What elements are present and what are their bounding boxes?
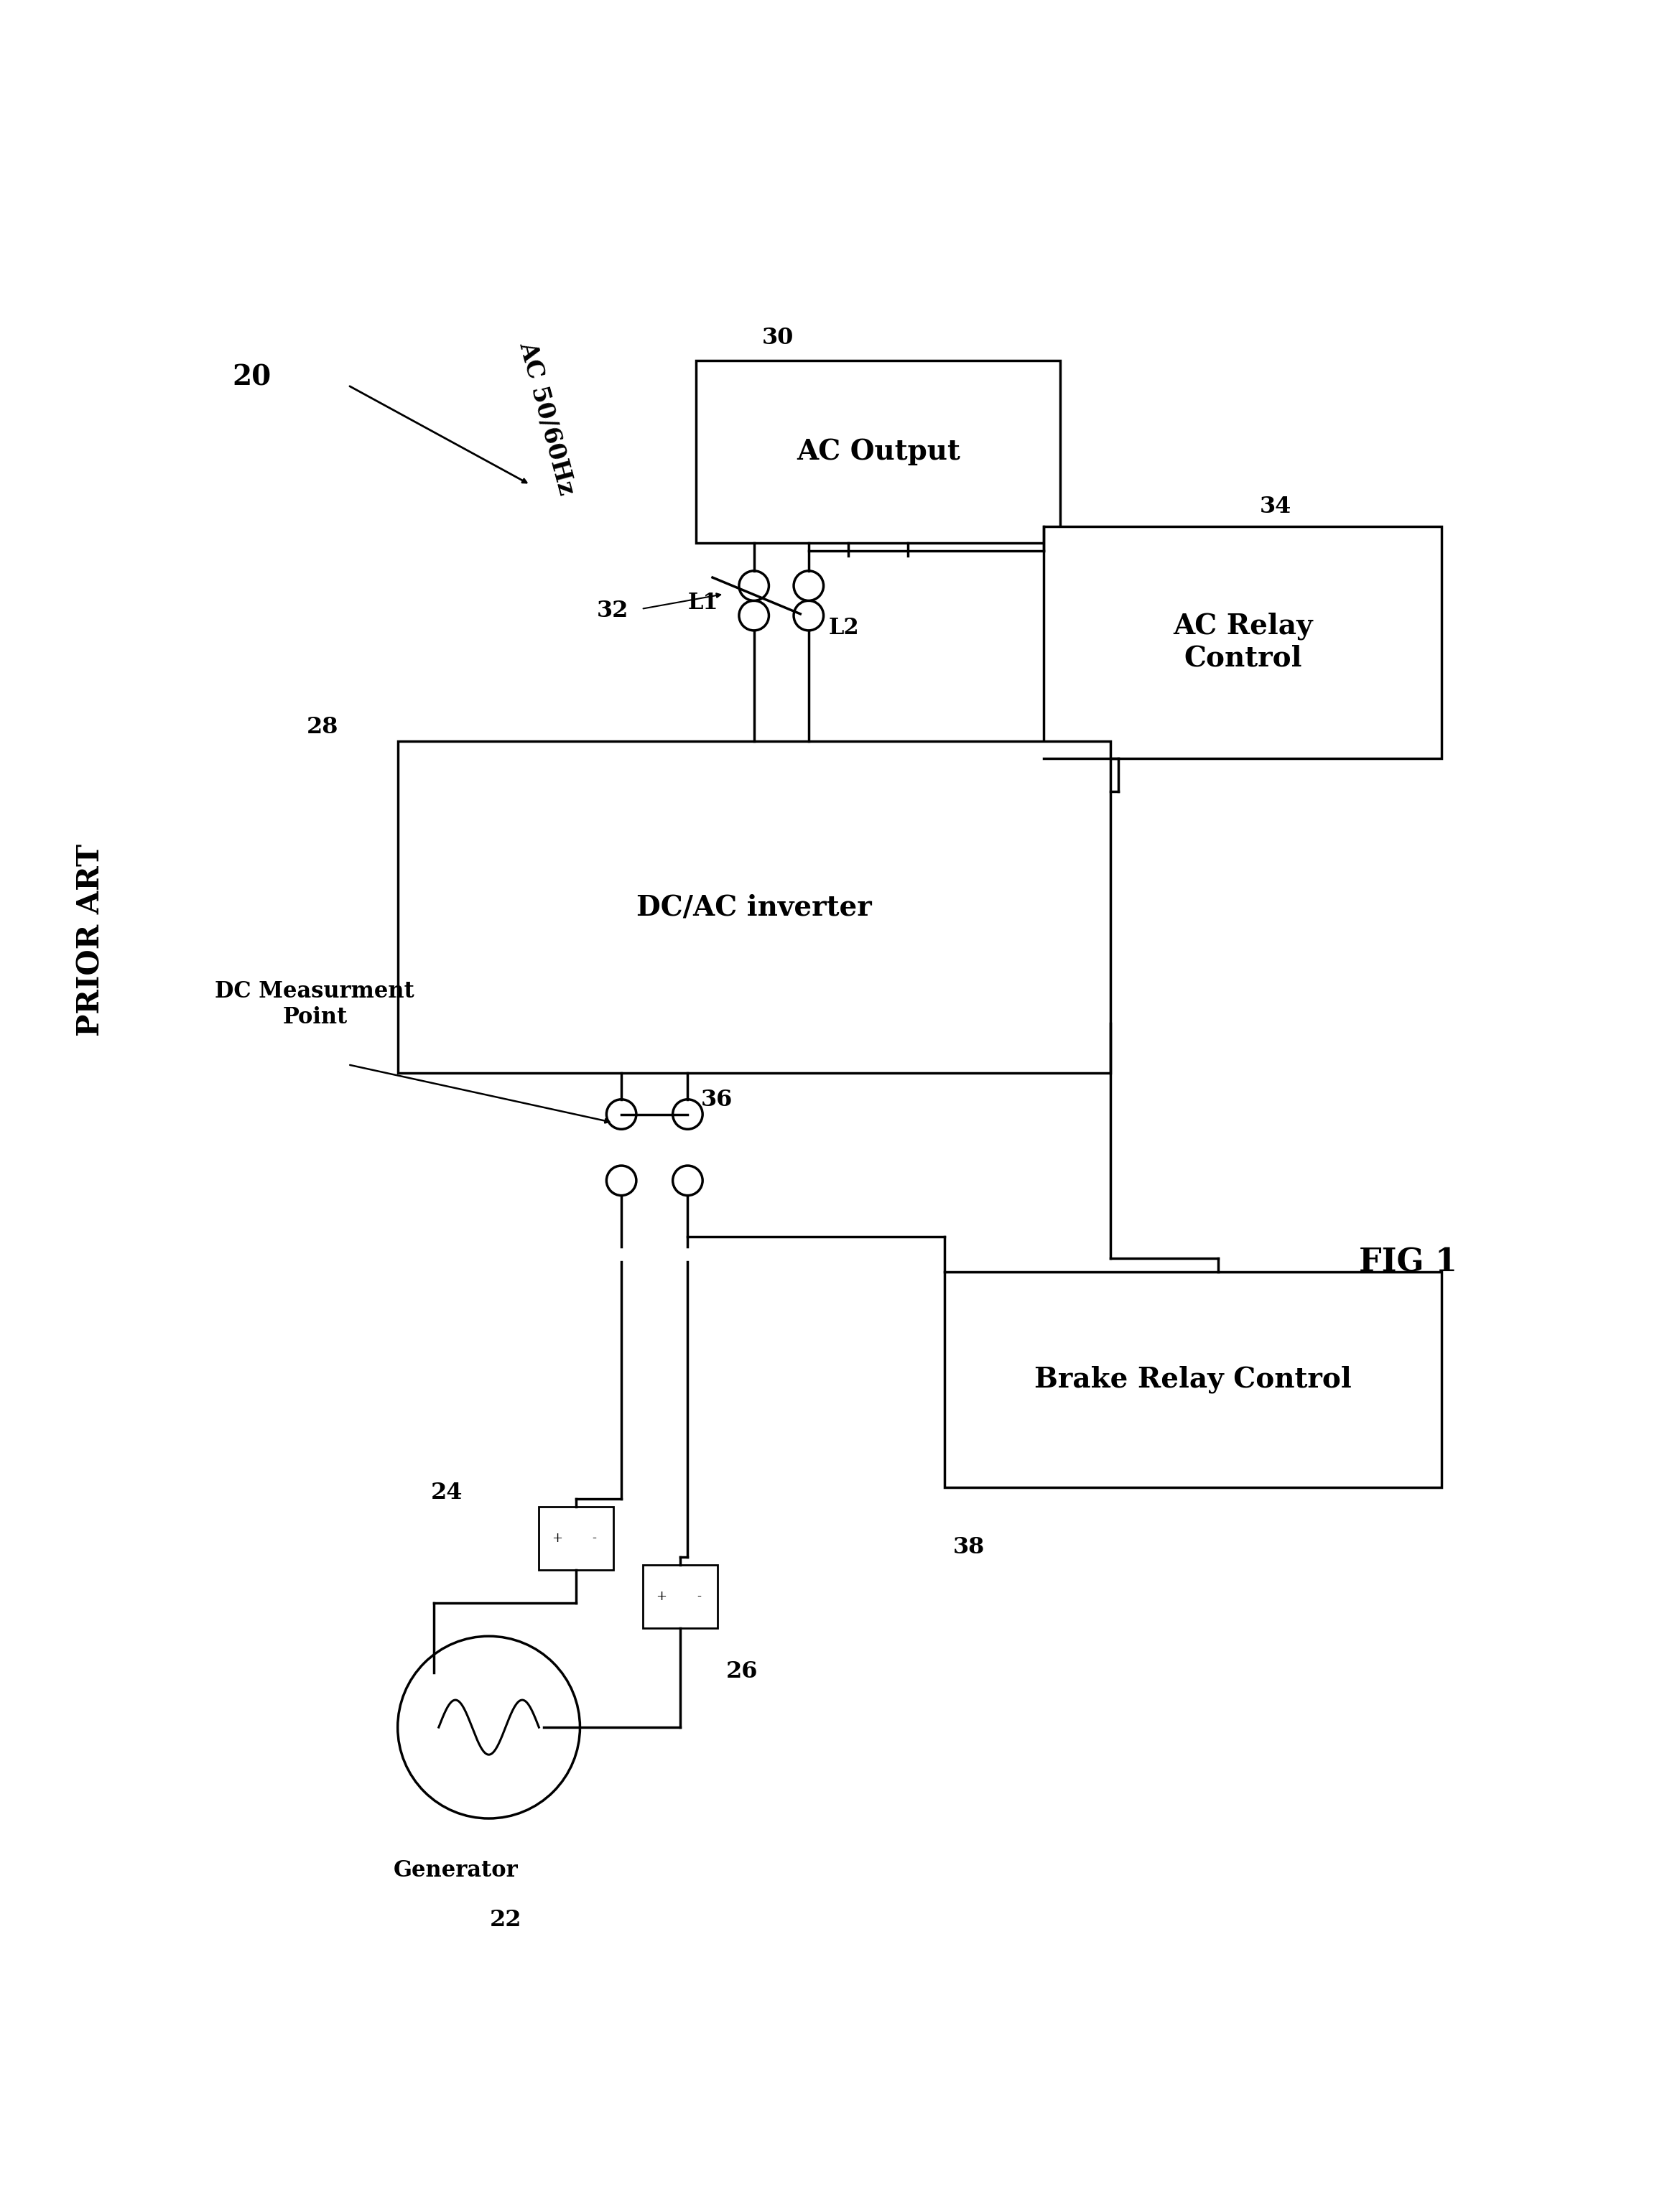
Text: 20: 20 [232, 363, 272, 392]
Circle shape [673, 1166, 703, 1194]
Text: 26: 26 [726, 1661, 757, 1683]
Text: +: + [552, 1533, 563, 1544]
Text: -: - [696, 1590, 701, 1604]
Text: 28: 28 [307, 717, 338, 739]
Circle shape [398, 1637, 580, 1818]
Bar [398, 741, 1110, 1073]
Text: -: - [592, 1533, 597, 1544]
Text: DC Measurment
Point: DC Measurment Point [215, 980, 414, 1029]
Circle shape [673, 1099, 703, 1128]
Text: Brake Relay Control: Brake Relay Control [1034, 1365, 1352, 1394]
Text: L1: L1 [688, 593, 717, 615]
Circle shape [739, 602, 769, 630]
Text: 22: 22 [489, 1909, 522, 1931]
Text: 24: 24 [431, 1482, 462, 1504]
Text: AC 50/60Hz: AC 50/60Hz [515, 338, 578, 498]
Bar [539, 1506, 613, 1571]
Circle shape [794, 602, 824, 630]
Text: AC Relay
Control: AC Relay Control [1173, 613, 1312, 672]
Text: +: + [656, 1590, 668, 1604]
Text: FIG 1: FIG 1 [1359, 1248, 1457, 1279]
Circle shape [794, 571, 824, 602]
Text: 34: 34 [1259, 495, 1291, 518]
Text: PRIOR ART: PRIOR ART [76, 845, 106, 1037]
Text: L2: L2 [828, 617, 858, 639]
Bar [643, 1564, 717, 1628]
Bar [944, 1272, 1442, 1486]
Text: AC Output: AC Output [797, 438, 959, 465]
Circle shape [739, 571, 769, 602]
Bar [1044, 526, 1442, 759]
Text: 38: 38 [953, 1535, 984, 1559]
Circle shape [606, 1166, 636, 1194]
Text: DC/AC inverter: DC/AC inverter [636, 894, 872, 920]
Circle shape [606, 1099, 636, 1128]
Text: 32: 32 [597, 599, 628, 622]
Text: Generator: Generator [393, 1860, 519, 1882]
Bar [696, 361, 1060, 542]
Text: 36: 36 [701, 1088, 732, 1110]
Text: 30: 30 [762, 327, 794, 349]
